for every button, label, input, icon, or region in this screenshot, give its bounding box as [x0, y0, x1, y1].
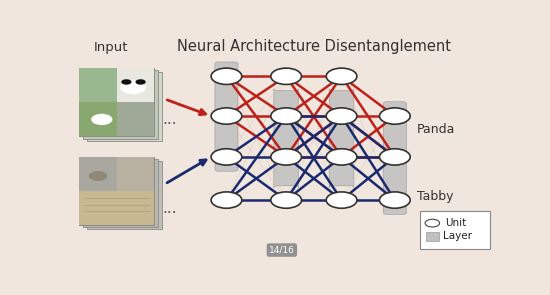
Text: Tabby: Tabby — [416, 190, 453, 203]
Circle shape — [91, 114, 112, 125]
Bar — [79, 157, 154, 225]
Circle shape — [379, 108, 410, 124]
Bar — [79, 157, 120, 191]
Circle shape — [120, 81, 146, 94]
Text: Unit: Unit — [445, 218, 466, 228]
Bar — [83, 159, 158, 227]
FancyBboxPatch shape — [420, 212, 490, 249]
Circle shape — [326, 149, 357, 165]
Circle shape — [271, 108, 301, 124]
Circle shape — [211, 108, 242, 124]
Circle shape — [326, 192, 357, 208]
Circle shape — [271, 192, 301, 208]
FancyBboxPatch shape — [215, 62, 238, 171]
Circle shape — [122, 79, 131, 85]
Text: Layer: Layer — [443, 232, 472, 241]
Bar — [117, 157, 154, 191]
Circle shape — [379, 149, 410, 165]
Circle shape — [271, 68, 301, 84]
Bar — [79, 157, 154, 225]
Circle shape — [135, 79, 146, 85]
Circle shape — [211, 192, 242, 208]
Circle shape — [89, 171, 107, 181]
Bar — [87, 73, 162, 141]
FancyBboxPatch shape — [274, 89, 299, 188]
Circle shape — [211, 68, 242, 84]
Bar — [426, 232, 439, 241]
Text: Neural Architecture Disentanglement: Neural Architecture Disentanglement — [177, 39, 451, 54]
Text: Input: Input — [94, 41, 129, 54]
Circle shape — [326, 68, 357, 84]
Circle shape — [211, 149, 242, 165]
Text: ...: ... — [163, 201, 177, 216]
Circle shape — [271, 149, 301, 165]
Text: 14/16: 14/16 — [269, 245, 295, 255]
FancyBboxPatch shape — [329, 89, 354, 188]
Bar — [79, 102, 125, 137]
Text: Panda: Panda — [416, 123, 455, 136]
Circle shape — [379, 192, 410, 208]
FancyBboxPatch shape — [383, 102, 406, 214]
Circle shape — [326, 108, 357, 124]
Circle shape — [425, 219, 439, 227]
Bar — [83, 71, 158, 139]
Bar — [79, 68, 154, 137]
Bar — [79, 68, 117, 102]
Text: ...: ... — [163, 112, 177, 127]
Bar — [79, 68, 154, 137]
Bar — [87, 161, 162, 229]
Bar — [79, 191, 154, 225]
Bar — [117, 102, 154, 137]
Bar — [117, 68, 154, 102]
